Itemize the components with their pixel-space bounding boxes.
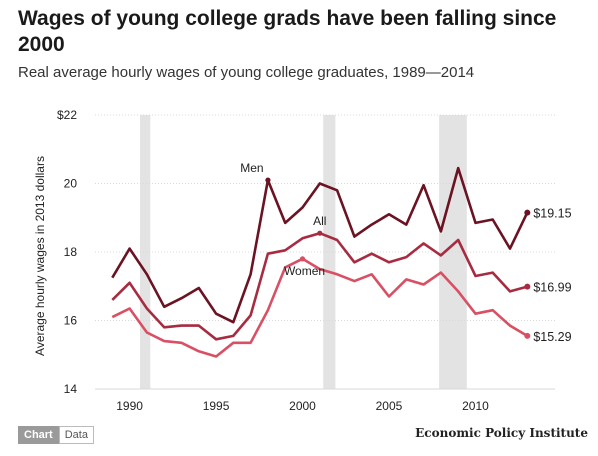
x-tick-label: 2010 (462, 399, 489, 413)
data-tab[interactable]: Data (58, 426, 94, 444)
series-end-label: $15.29 (533, 330, 571, 344)
chart-tab[interactable]: Chart (18, 426, 59, 444)
recession-band (139, 115, 151, 389)
series-name-label: All (313, 214, 326, 228)
view-toggle: Chart Data (18, 426, 94, 444)
series-line-men (111, 166, 529, 324)
series-label-point (299, 256, 306, 262)
series-label-point (265, 177, 271, 183)
x-tick-label: 2005 (376, 399, 403, 413)
series-end-label: $16.99 (533, 281, 571, 295)
series-label-point (317, 230, 323, 236)
line-chart: 14 16 18 20 $22 1990 1995 2000 2005 2010 Average h… (33, 108, 572, 413)
x-tick-label: 2000 (289, 399, 316, 413)
x-tick-label: 1990 (116, 399, 143, 413)
series-end-label: $19.15 (533, 207, 571, 221)
y-tick-label: 14 (64, 382, 78, 396)
y-tick-label: 20 (64, 177, 78, 191)
chart-title: Wages of young college grads have been f… (18, 7, 557, 56)
series-end-point (524, 209, 531, 216)
series-end-point (524, 332, 531, 339)
series-name-label: Women (284, 264, 325, 278)
y-axis-label: Average hourly wages in 2013 dollars (33, 156, 47, 356)
x-tick-label: 1995 (203, 399, 230, 413)
chart-subtitle: Real average hourly wages of young colle… (18, 64, 475, 81)
y-tick-label: $22 (57, 108, 77, 122)
series-end-point (524, 283, 531, 290)
source-brand: Economic Policy Institute (415, 426, 588, 440)
series-name-label: Men (240, 161, 263, 175)
series-line-women (111, 257, 528, 358)
y-tick-label: 18 (64, 245, 78, 259)
y-tick-label: 16 (64, 314, 78, 328)
